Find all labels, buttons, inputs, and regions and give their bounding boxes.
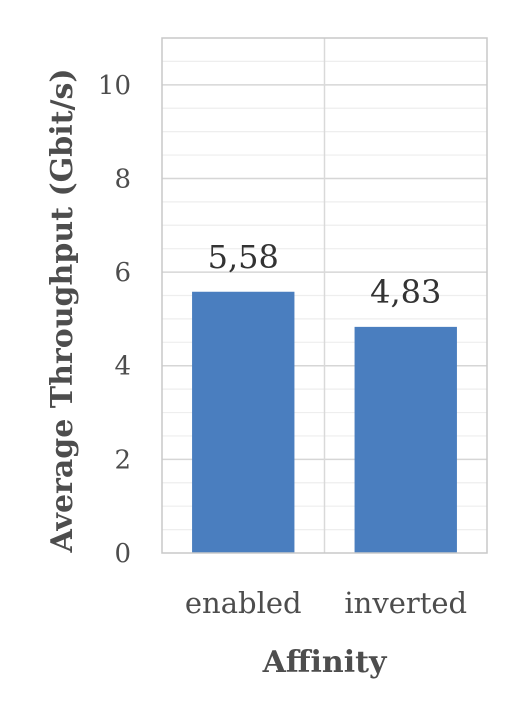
y-tick-label: 0 (114, 539, 131, 569)
plot-frame (161, 37, 488, 554)
value-label-inverted: 4,83 (370, 273, 441, 311)
bars (192, 291, 457, 553)
y-tick-label: 10 (98, 71, 131, 101)
bar-inverted (354, 326, 457, 553)
x-tick-label-inverted: inverted (344, 586, 467, 620)
y-tick-label: 8 (114, 164, 131, 194)
value-labels: 5,58 4,83 (208, 238, 442, 311)
x-tick-label-enabled: enabled (185, 586, 302, 620)
x-tick-labels: enabled inverted (185, 586, 467, 620)
x-axis-title: Affinity (262, 645, 388, 680)
bar-enabled (192, 291, 295, 553)
y-tick-label: 4 (114, 352, 131, 382)
y-axis-title: Average Throughput (Gbit/s) (45, 68, 80, 553)
y-tick-label: 6 (114, 258, 131, 288)
y-tick-labels: 0 2 4 6 8 10 (98, 71, 131, 569)
value-label-enabled: 5,58 (208, 238, 279, 276)
y-tick-label: 2 (114, 445, 131, 475)
